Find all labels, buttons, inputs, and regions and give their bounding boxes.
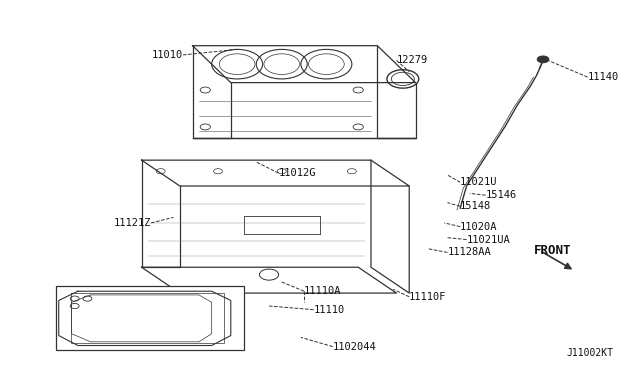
Text: 11110A: 11110A bbox=[304, 286, 342, 296]
Circle shape bbox=[538, 56, 548, 62]
Text: 1102044: 1102044 bbox=[333, 341, 376, 352]
Text: 12279: 12279 bbox=[396, 55, 428, 65]
Text: 11021U: 11021U bbox=[460, 177, 498, 187]
Text: 11010: 11010 bbox=[152, 50, 183, 60]
Text: 11110F: 11110F bbox=[409, 292, 447, 302]
Text: 11121Z: 11121Z bbox=[114, 218, 151, 228]
Text: 11128A: 11128A bbox=[103, 335, 141, 345]
Text: 11140: 11140 bbox=[588, 72, 619, 82]
Text: 11110+A: 11110+A bbox=[56, 316, 100, 326]
Text: 11021UA: 11021UA bbox=[467, 234, 510, 244]
Text: J11002KT: J11002KT bbox=[566, 348, 613, 358]
Text: 11012G: 11012G bbox=[278, 168, 316, 178]
Text: 11020A: 11020A bbox=[460, 222, 498, 232]
Text: 11128: 11128 bbox=[104, 326, 136, 336]
Text: 11110: 11110 bbox=[314, 305, 345, 315]
Text: 11128AA: 11128AA bbox=[447, 247, 491, 257]
Bar bbox=[56, 286, 244, 350]
Text: 15148: 15148 bbox=[460, 201, 492, 211]
Text: 15146: 15146 bbox=[486, 190, 517, 200]
Text: FRONT: FRONT bbox=[534, 244, 571, 257]
